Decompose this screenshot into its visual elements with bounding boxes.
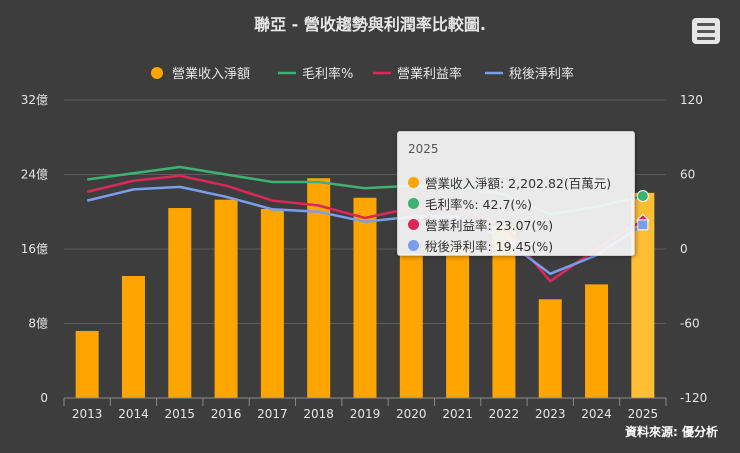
- tooltip-label: 稅後淨利率: 19.45(%): [425, 239, 554, 254]
- line-series-1[interactable]: [86, 174, 644, 283]
- revenue-bar-2021[interactable]: [446, 247, 470, 398]
- left-tick-label: 16億: [21, 242, 48, 256]
- legend-label: 營業利益率: [397, 66, 462, 82]
- tooltip-label: 營業利益率: 23.07(%): [425, 218, 554, 233]
- revenue-bar-2017[interactable]: [260, 208, 284, 398]
- revenue-bar-2024[interactable]: [585, 284, 609, 398]
- right-tick-label: -120: [680, 391, 707, 405]
- tooltip-label: 毛利率%: 42.7(%): [425, 197, 533, 212]
- revenue-bar-2014[interactable]: [121, 276, 145, 398]
- legend-label: 毛利率%: [302, 66, 353, 82]
- revenue-bar-2025[interactable]: [631, 192, 655, 398]
- x-tick-label: 2024: [581, 407, 612, 421]
- left-tick-label: 8億: [28, 317, 48, 331]
- tooltip-row: 毛利率%: 42.7(%): [408, 193, 624, 214]
- revenue-bar-2015[interactable]: [168, 208, 192, 398]
- marker-square: [637, 219, 649, 231]
- line-series-2[interactable]: [86, 185, 644, 276]
- tooltip-row: 營業利益率: 23.07(%): [408, 214, 624, 235]
- tooltip-header: 2025: [408, 142, 439, 156]
- chart-menu-button[interactable]: [692, 18, 720, 44]
- revenue-bar-2018[interactable]: [307, 178, 331, 398]
- x-tick-label: 2016: [211, 407, 242, 421]
- legend-item-1[interactable]: 毛利率%: [278, 66, 353, 82]
- legend-label: 營業收入淨額: [172, 66, 250, 82]
- legend-item-2[interactable]: 營業利益率: [373, 66, 462, 82]
- right-tick-label: 0: [680, 242, 688, 256]
- tooltip: 2025 營業收入淨額: 2,202.82(百萬元) 毛利率%: 42.7(%) 營…: [397, 131, 635, 256]
- revenue-bar-2016[interactable]: [214, 199, 238, 398]
- chart-title: 聯亞 - 營收趨勢與利潤率比較圖.: [254, 15, 486, 34]
- marker-circle: [636, 189, 649, 202]
- source-note: 資料來源: 優分析: [625, 425, 718, 439]
- tooltip-row: 營業收入淨額: 2,202.82(百萬元): [408, 172, 624, 193]
- x-tick-label: 2025: [628, 407, 659, 421]
- x-tick-label: 2022: [489, 407, 520, 421]
- tooltip-dot: [408, 177, 419, 188]
- revenue-bar-2023[interactable]: [538, 299, 562, 398]
- legend-symbol: [151, 67, 163, 79]
- left-tick-label: 0: [40, 391, 48, 405]
- right-tick-label: 60: [680, 168, 695, 182]
- legend-item-0[interactable]: 營業收入淨額: [151, 66, 250, 82]
- legend-label: 稅後淨利率: [509, 66, 574, 82]
- x-tick-label: 2015: [164, 407, 195, 421]
- tooltip-dot: [408, 219, 419, 230]
- x-tick-label: 2014: [118, 407, 149, 421]
- tooltip-dot: [408, 240, 419, 251]
- left-tick-label: 32億: [21, 93, 48, 107]
- x-tick-label: 2018: [303, 407, 334, 421]
- x-tick-label: 2020: [396, 407, 427, 421]
- tooltip-row: 稅後淨利率: 19.45(%): [408, 235, 624, 256]
- left-tick-label: 24億: [21, 168, 48, 182]
- revenue-bar-2019[interactable]: [353, 197, 377, 398]
- revenue-bar-2013[interactable]: [75, 330, 99, 398]
- right-tick-label: 120: [680, 93, 703, 107]
- revenue-bar-2020[interactable]: [399, 253, 423, 398]
- legend-item-3[interactable]: 稅後淨利率: [485, 66, 574, 82]
- hamburger-icon: [697, 22, 715, 26]
- x-tick-label: 2023: [535, 407, 566, 421]
- revenue-bar-2022[interactable]: [492, 225, 516, 398]
- x-tick-label: 2017: [257, 407, 288, 421]
- tooltip-label: 營業收入淨額: 2,202.82(百萬元): [425, 176, 612, 191]
- x-tick-label: 2013: [72, 407, 103, 421]
- tooltip-dot: [408, 198, 419, 209]
- right-tick-label: -60: [680, 317, 700, 331]
- x-tick-label: 2021: [442, 407, 473, 421]
- x-tick-label: 2019: [350, 407, 381, 421]
